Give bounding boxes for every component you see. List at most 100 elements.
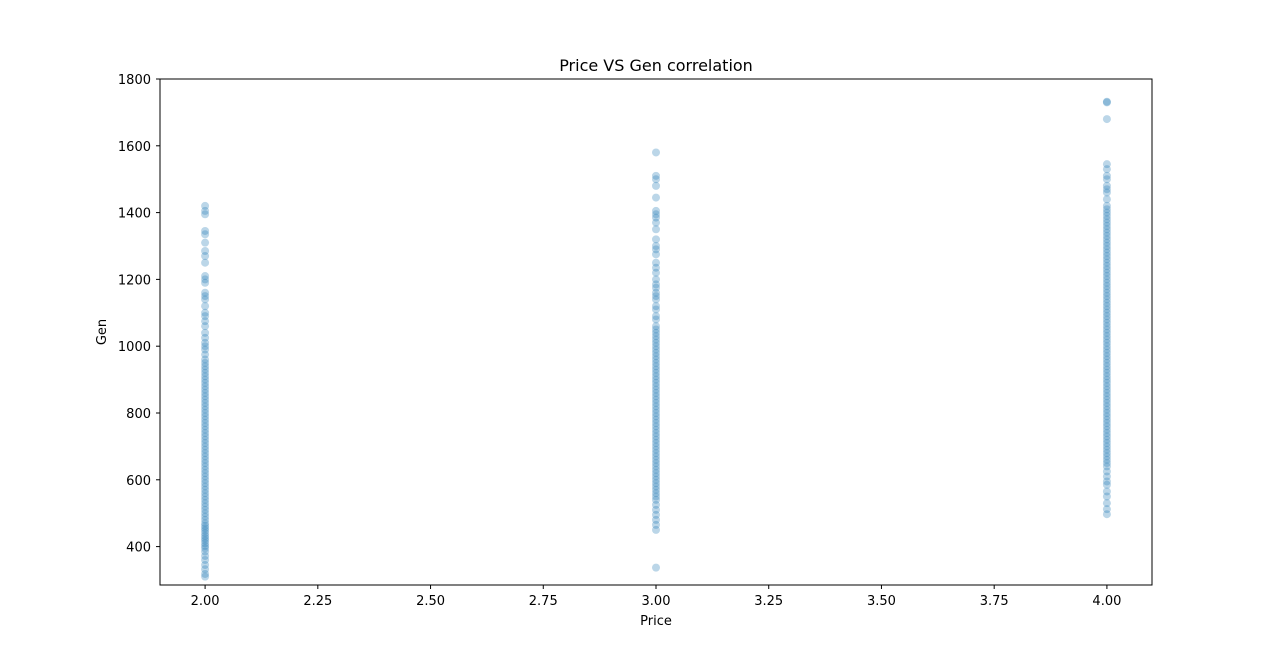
data-point: [1102, 342, 1111, 351]
data-point: [1102, 435, 1111, 444]
data-point: [652, 345, 660, 354]
data-point: [201, 385, 210, 394]
data-point: [201, 405, 210, 414]
data-point: [1102, 205, 1111, 214]
data-point: [1102, 332, 1111, 341]
data-point: [201, 449, 210, 458]
data-point: [1102, 455, 1111, 464]
data-point: [652, 452, 660, 461]
data-point: [201, 531, 210, 540]
data-point: [1102, 422, 1111, 431]
data-point: [652, 275, 660, 284]
data-point: [201, 365, 210, 374]
data-point: [201, 247, 210, 256]
data-point: [201, 469, 210, 478]
data-point: [1102, 449, 1111, 458]
data-point: [1102, 218, 1111, 227]
data-point: [201, 375, 210, 384]
data-point: [652, 218, 660, 227]
data-point: [1102, 398, 1111, 407]
data-point: [201, 201, 210, 210]
data-point: [201, 372, 210, 381]
data-point: [201, 392, 210, 401]
data-point: [1102, 487, 1111, 496]
data-point: [201, 445, 210, 454]
data-point: [201, 465, 210, 474]
x-tick-label: 3.75: [980, 594, 1009, 609]
data-point: [1102, 171, 1111, 180]
data-point: [201, 475, 210, 484]
y-axis-label: Gen: [95, 319, 110, 345]
data-point: [652, 462, 660, 471]
data-point: [1102, 388, 1111, 397]
data-point: [201, 432, 210, 441]
data-point: [201, 536, 210, 545]
data-point: [201, 515, 210, 524]
data-point: [201, 382, 210, 391]
data-point: [652, 475, 660, 484]
data-point: [1102, 241, 1111, 250]
data-point: [201, 505, 210, 514]
data-point: [201, 502, 210, 511]
data-point: [652, 415, 660, 424]
data-point: [652, 225, 660, 234]
data-point: [652, 325, 660, 334]
data-point: [201, 534, 210, 543]
data-point: [1102, 165, 1111, 174]
data-point: [652, 505, 660, 514]
y-tick-label: 600: [126, 474, 151, 489]
data-point: [201, 565, 210, 574]
data-point: [652, 250, 660, 259]
data-point: [201, 521, 210, 530]
data-point: [652, 342, 660, 351]
data-point: [201, 455, 210, 464]
data-point: [652, 280, 660, 289]
x-tick-label: 3.25: [754, 594, 783, 609]
data-point: [201, 206, 210, 215]
data-point: [1102, 195, 1111, 204]
data-point: [652, 302, 660, 311]
data-point: [652, 500, 660, 509]
data-point: [652, 335, 660, 344]
data-point: [1102, 258, 1111, 267]
x-tick-label: 2.25: [303, 594, 332, 609]
data-point: [201, 226, 210, 235]
data-point: [1102, 382, 1111, 391]
data-point: [652, 206, 660, 215]
data-point: [1102, 510, 1111, 519]
data-point: [201, 412, 210, 421]
data-point: [201, 402, 210, 411]
data-point: [652, 322, 660, 331]
data-point: [201, 238, 210, 247]
data-point: [1102, 305, 1111, 314]
data-point: [201, 210, 210, 219]
data-point: [1102, 477, 1111, 486]
data-point: [652, 315, 660, 324]
data-point: [201, 355, 210, 364]
data-point: [652, 425, 660, 434]
data-point: [652, 305, 660, 314]
data-point: [652, 328, 660, 337]
x-tick-label: 4.00: [1092, 594, 1121, 609]
data-point: [1102, 97, 1111, 106]
y-tick-label: 1400: [118, 207, 151, 222]
data-point: [201, 482, 210, 491]
data-point: [201, 292, 210, 301]
data-point: [1102, 492, 1111, 501]
data-point: [1102, 238, 1111, 247]
data-point: [652, 288, 660, 297]
data-point: [201, 489, 210, 498]
data-point: [1102, 415, 1111, 424]
data-point: [1102, 322, 1111, 331]
data-point: [1102, 315, 1111, 324]
data-point: [201, 295, 210, 304]
data-point: [652, 292, 660, 301]
data-point: [652, 295, 660, 304]
data-point: [1102, 368, 1111, 377]
data-point: [1102, 298, 1111, 307]
data-point: [1102, 345, 1111, 354]
data-point: [1102, 285, 1111, 294]
data-point: [1102, 208, 1111, 217]
